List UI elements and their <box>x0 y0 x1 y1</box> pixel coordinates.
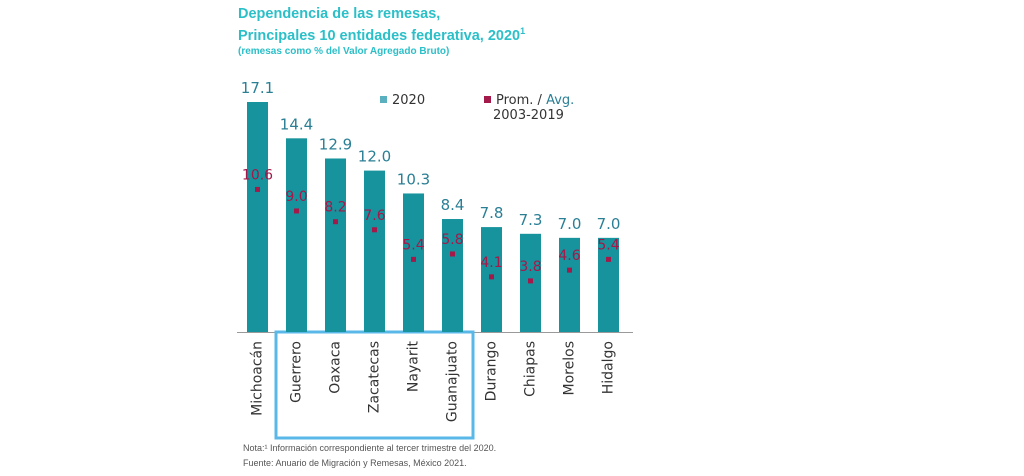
legend-label-2020: 2020 <box>392 93 426 108</box>
bar-value-label: 7.3 <box>519 211 543 229</box>
bar-2020 <box>559 237 580 332</box>
chart-title-block: Dependencia de las remesas, Principales … <box>238 6 525 58</box>
chart-notes: Nota:¹ Información correspondiente al te… <box>243 441 496 471</box>
category-label: Zacatecas <box>367 341 383 413</box>
avg-marker <box>411 256 416 262</box>
bar-value-label: 10.3 <box>397 170 430 188</box>
bar-2020 <box>481 227 502 332</box>
avg-marker <box>255 186 260 192</box>
bar-2020 <box>442 219 463 332</box>
avg-value-label: 8.2 <box>324 200 346 216</box>
bar-2020 <box>247 102 268 332</box>
chart-title-line2-text: Principales 10 entidades federativa, 202… <box>238 27 521 44</box>
note-text: Nota:¹ Información correspondiente al te… <box>243 443 497 453</box>
avg-marker <box>567 267 572 273</box>
category-label: Nayarit <box>406 341 422 393</box>
legend-label-avg-b: Avg. <box>546 93 575 108</box>
legend-label-avg-period: 2003-2019 <box>493 108 564 123</box>
category-label: Durango <box>484 341 500 401</box>
chart-subtitle: (remesas como % del Valor Agregado Bruto… <box>238 45 450 57</box>
avg-value-label: 4.1 <box>480 255 502 271</box>
category-label: Chiapas <box>523 341 539 397</box>
category-label: Guerrero <box>289 341 305 403</box>
avg-value-label: 10.6 <box>242 167 273 183</box>
bar-2020 <box>403 193 424 332</box>
chart-title-line2: Principales 10 entidades federativa, 202… <box>238 23 525 45</box>
chart-title-line1: Dependencia de las remesas, <box>238 6 441 22</box>
bar-value-label: 14.4 <box>280 115 313 133</box>
avg-marker <box>450 251 455 257</box>
avg-marker <box>528 278 533 284</box>
category-label: Hidalgo <box>601 341 617 394</box>
bar-value-label: 7.8 <box>480 204 504 222</box>
legend-item-avg: Prom. / Avg. 2003-2019 <box>484 93 574 123</box>
legend-swatch-2020 <box>380 96 387 103</box>
bar-value-label: 8.4 <box>441 196 465 214</box>
chart-title-superscript: 1 <box>520 26 526 36</box>
avg-value-label: 4.6 <box>558 248 580 264</box>
avg-marker <box>606 256 611 262</box>
avg-value-label: 5.8 <box>441 232 463 248</box>
avg-marker <box>372 227 377 233</box>
bar-2020 <box>598 237 619 332</box>
bar-value-label: 7.0 <box>597 215 621 233</box>
avg-marker <box>294 208 299 214</box>
bar-2020 <box>364 170 385 332</box>
category-label: Morelos <box>562 341 578 395</box>
avg-value-label: 5.4 <box>402 237 424 253</box>
avg-value-label: 5.4 <box>597 237 619 253</box>
avg-value-label: 7.6 <box>363 208 385 224</box>
legend-item-2020: 2020 <box>380 93 425 108</box>
bar-value-label: 17.1 <box>241 79 274 97</box>
avg-value-label: 9.0 <box>285 189 307 205</box>
source-text: Fuente: Anuario de Migración y Remesas, … <box>243 458 467 468</box>
bar-2020 <box>286 138 307 332</box>
bar-value-label: 12.0 <box>358 148 391 166</box>
category-label: Michoacán <box>250 341 266 416</box>
category-label: Guanajuato <box>445 341 461 422</box>
bar-value-label: 12.9 <box>319 135 352 153</box>
avg-marker <box>333 219 338 225</box>
bar-value-label: 7.0 <box>558 215 582 233</box>
avg-marker <box>489 274 494 280</box>
category-label: Oaxaca <box>328 341 344 394</box>
legend-swatch-avg <box>484 96 491 103</box>
legend-label-avg-a: Prom. / <box>496 93 547 108</box>
avg-value-label: 3.8 <box>519 259 541 275</box>
bar-2020 <box>325 158 346 332</box>
